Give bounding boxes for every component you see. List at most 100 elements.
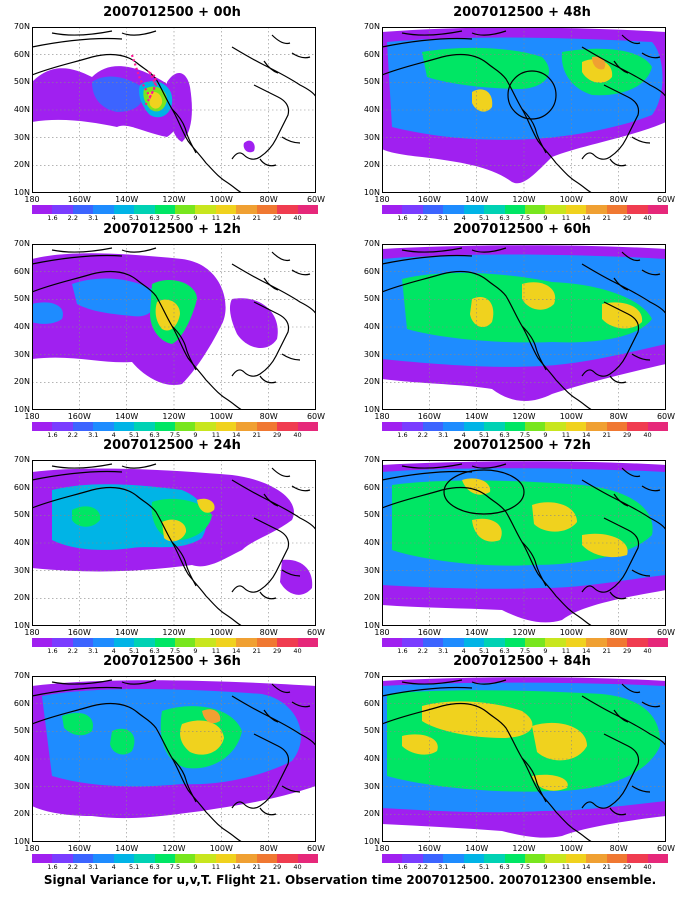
colorbar-label: 14 (232, 214, 241, 222)
colorbar-swatch (422, 205, 444, 214)
colorbar-label: 9 (193, 863, 198, 871)
variance-contour (472, 518, 502, 542)
coastline (609, 375, 627, 384)
coastline (382, 37, 473, 48)
colorbar-swatch (52, 854, 74, 863)
coastline (581, 46, 666, 98)
variance-contour (243, 140, 255, 153)
coastline (581, 263, 666, 315)
lon-tick-label: 100W (209, 628, 233, 637)
lon-tick-label: 160W (67, 195, 91, 204)
coastline (121, 30, 157, 36)
panel-title: 2007012500 + 60h (453, 222, 591, 237)
colorbar-swatch (586, 205, 608, 214)
variance-contour (229, 298, 278, 349)
lat-tick-label: 20N (13, 160, 30, 170)
colorbar-swatch (72, 638, 94, 647)
colorbar-swatch (93, 205, 115, 214)
colorbar-swatch (154, 854, 176, 863)
lat-tick-label: 50N (363, 510, 380, 520)
colorbar-label: 9 (193, 647, 198, 655)
coastline (291, 269, 311, 276)
colorbar-swatch (382, 854, 403, 863)
lon-tick-label: 80W (609, 412, 628, 421)
colorbar-swatch (72, 205, 94, 214)
colorbar-label: 29 (273, 431, 282, 439)
lon-tick-label: 120W (162, 195, 186, 204)
variance-contour (280, 559, 313, 595)
colorbar-label: 5.1 (478, 431, 490, 439)
coastline (281, 785, 301, 793)
colorbar-swatch (113, 638, 135, 647)
coastline (581, 301, 640, 377)
coastline (521, 757, 547, 803)
lat-tick-label: 50N (13, 77, 30, 87)
lon-tick-label: 160W (417, 412, 441, 421)
lat-tick-label: 10N (363, 621, 380, 630)
colorbar-swatch (113, 205, 135, 214)
variance-contour (422, 47, 550, 89)
lat-tick-label: 70N (363, 455, 380, 464)
lon-tick-label: 140W (465, 844, 489, 853)
colorbar-label: 3.1 (88, 863, 99, 871)
coastline (609, 807, 627, 816)
colorbar-label: 21 (252, 214, 261, 222)
colorbar-swatch (154, 638, 176, 647)
colorbar-swatch (647, 422, 669, 431)
coastline (281, 136, 301, 144)
colorbar-label: 2.2 (67, 647, 79, 655)
colorbar-label: 1.6 (47, 431, 58, 439)
coastline (121, 463, 157, 469)
colorbar-label: 21 (602, 647, 611, 655)
colorbar-swatch (647, 205, 669, 214)
lat-tick-label: 40N (363, 754, 380, 763)
map-panel: 2007012500 + 60h 70N 60N 50N 40N 30N 20N 10N 180… (352, 222, 692, 439)
lat-tick-label: 70N (13, 22, 30, 31)
variance-map (32, 27, 316, 193)
coastline (259, 375, 277, 384)
lat-tick-label: 20N (363, 160, 380, 170)
colorbar-swatch (463, 854, 485, 863)
coastline (401, 463, 463, 469)
coastline (263, 709, 279, 723)
colorbar-label: 21 (252, 863, 261, 871)
lon-tick-label: 180 (24, 195, 40, 204)
lon-tick-label: 60W (306, 628, 326, 637)
colorbar-label: 21 (252, 431, 261, 439)
highlight-circle (507, 70, 557, 120)
lat-tick-label: 10N (363, 405, 380, 414)
colorbar-label: 6.3 (499, 647, 510, 655)
lat-tick-label: 50N (363, 726, 380, 736)
colorbar-label: 11 (211, 863, 220, 871)
coastline (401, 679, 463, 685)
coastline (401, 30, 463, 36)
coastline (521, 325, 547, 371)
highlight-circle (443, 469, 525, 515)
colorbar-swatch (175, 205, 196, 214)
variance-contour (422, 701, 533, 738)
colorbar-swatch (52, 638, 74, 647)
variance-contour (532, 502, 577, 532)
lat-tick-label: 40N (13, 538, 30, 547)
colorbar-label: 21 (602, 214, 611, 222)
colorbar-swatch (422, 854, 444, 863)
colorbar-swatch (236, 638, 258, 647)
lon-tick-label: 60W (656, 628, 676, 637)
colorbar-label: 11 (211, 431, 220, 439)
colorbar-swatch (113, 854, 135, 863)
variance-map (382, 244, 666, 410)
coastline (609, 591, 627, 600)
map-panel: 2007012500 + 84h 70N 60N 50N 40N 30N 20N 10N 180… (352, 654, 692, 871)
colorbar-label: 6.3 (499, 863, 510, 871)
lat-tick-label: 40N (363, 322, 380, 331)
lon-tick-label: 160W (417, 628, 441, 637)
lon-tick-label: 60W (306, 412, 326, 421)
coastline (32, 686, 123, 697)
colorbar-label: 4 (111, 863, 116, 871)
colorbar-swatch (463, 638, 485, 647)
panel-title: 2007012500 + 24h (103, 438, 241, 453)
map-panel: 2007012500 + 72h 70N 60N 50N 40N 30N 20N 10N 180… (352, 438, 692, 655)
lon-tick-label: 80W (259, 844, 278, 853)
colorbar-swatch (545, 638, 567, 647)
coastline (171, 325, 197, 371)
